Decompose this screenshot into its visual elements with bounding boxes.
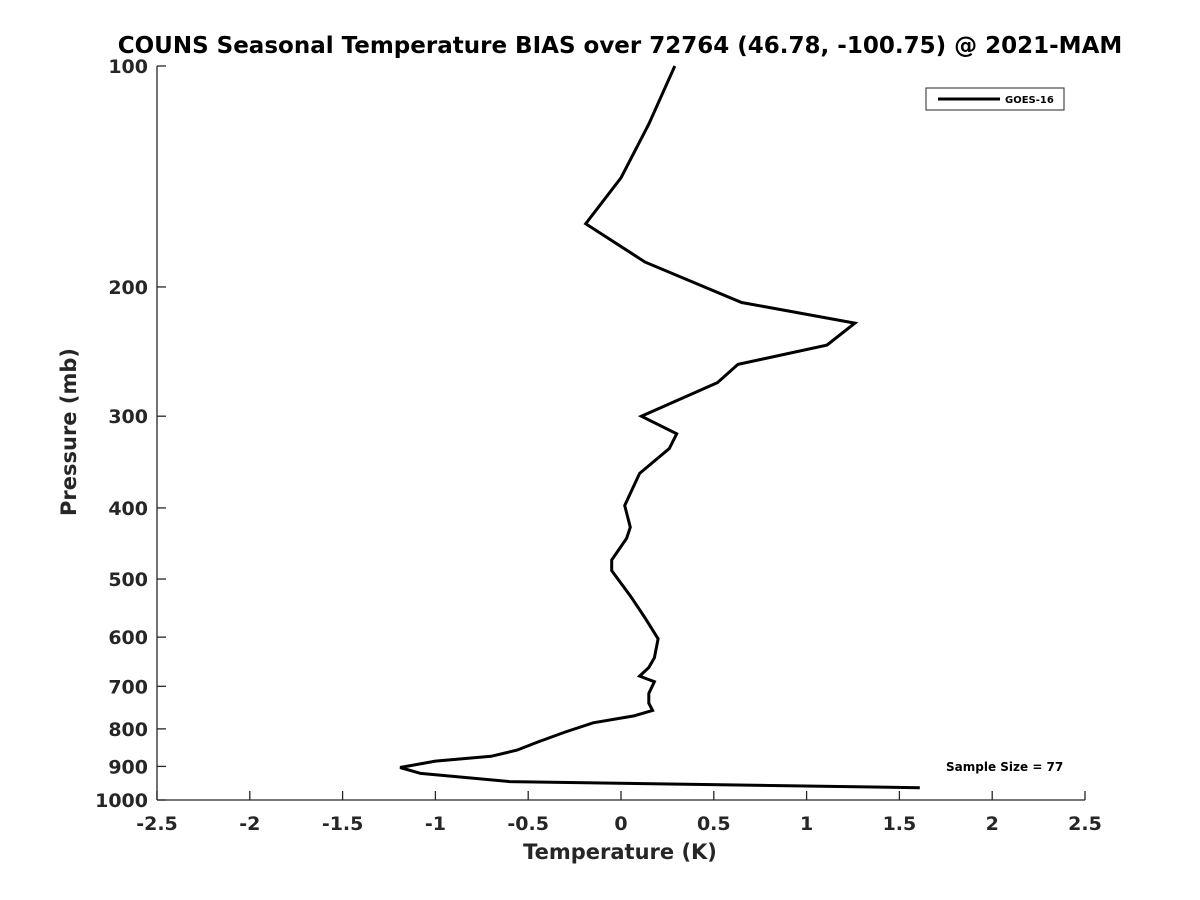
y-tick-label: 600 [108, 627, 148, 649]
y-tick-label: 200 [108, 277, 148, 299]
x-axis-label: Temperature (K) [523, 840, 717, 864]
sample-size-annotation: Sample Size = 77 [946, 760, 1063, 774]
x-axis-ticks: -2.5 -2 -1.5 -1 -0.5 0 0.5 1 1.5 2 2.5 [136, 791, 1102, 835]
chart-title: COUNS Seasonal Temperature BIAS over 727… [118, 33, 1123, 59]
y-tick-label: 800 [108, 719, 148, 741]
x-tick-label: -1.5 [322, 813, 364, 835]
y-tick-label: 500 [108, 569, 148, 591]
series-line-goes-16 [399, 65, 920, 790]
x-tick-label: 2 [986, 813, 999, 835]
legend-label-goes-16: GOES-16 [1005, 95, 1054, 106]
y-axis-ticks: 100 200 300 400 500 600 700 800 900 1000 [95, 56, 166, 812]
x-tick-label: -0.5 [507, 813, 549, 835]
x-tick-label: 1.5 [883, 813, 917, 835]
x-tick-label: 1 [800, 813, 813, 835]
x-tick-label: -2.5 [136, 813, 178, 835]
y-tick-label: 700 [108, 676, 148, 698]
y-tick-label: 1000 [95, 790, 148, 812]
x-tick-label: 0 [614, 813, 627, 835]
y-tick-label: 100 [108, 56, 148, 78]
y-tick-label: 900 [108, 756, 148, 778]
x-tick-label: -1 [425, 813, 446, 835]
y-axis-label: Pressure (mb) [57, 348, 81, 516]
series-layer [399, 65, 920, 790]
y-tick-label: 400 [108, 498, 148, 520]
x-tick-label: 2.5 [1068, 813, 1102, 835]
x-tick-label: 0.5 [697, 813, 731, 835]
y-tick-label: 300 [108, 406, 148, 428]
x-tick-label: -2 [239, 813, 260, 835]
legend: GOES-16 [925, 87, 1065, 111]
